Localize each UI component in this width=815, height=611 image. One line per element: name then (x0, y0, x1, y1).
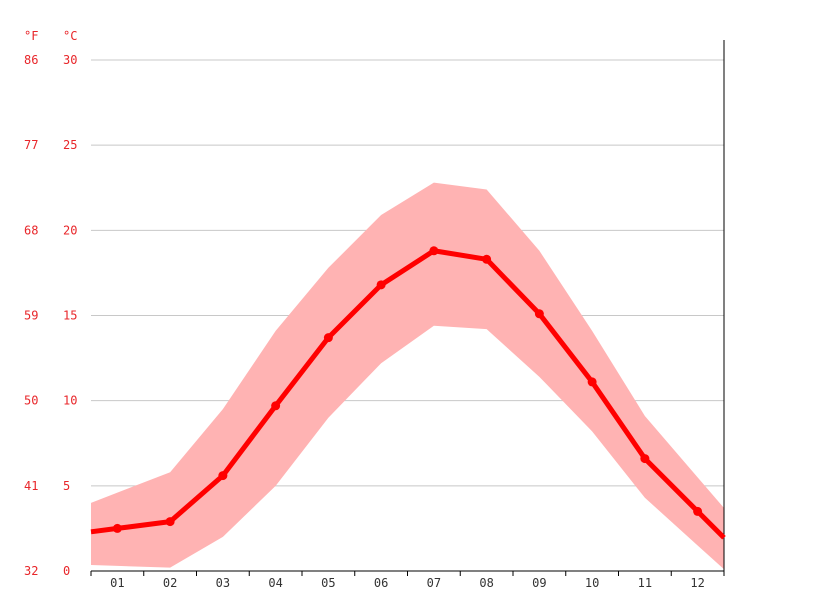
y-tick-celsius-25: 25 (63, 138, 77, 152)
celsius-unit-label: °C (63, 29, 77, 43)
data-point-02 (165, 517, 175, 527)
data-point-01 (112, 523, 122, 533)
axis-labels: °F °C 0 32 5 41 10 50 15 59 20 68 25 77 30 86 01 02 03 04… (24, 29, 705, 590)
y-tick-celsius-30: 30 (63, 53, 77, 67)
y-tick-fahrenheit-77: 77 (24, 138, 38, 152)
data-point-06 (376, 280, 386, 290)
data-point-08 (482, 254, 492, 264)
x-tick-label-12: 12 (690, 576, 704, 590)
fahrenheit-unit-label: °F (24, 29, 38, 43)
x-tick-label-09: 09 (532, 576, 546, 590)
x-tick-label-01: 01 (110, 576, 124, 590)
y-tick-fahrenheit-68: 68 (24, 223, 38, 237)
data-point-10 (587, 377, 597, 387)
x-tick-label-07: 07 (427, 576, 441, 590)
y-tick-fahrenheit-59: 59 (24, 309, 38, 323)
x-tick-label-11: 11 (638, 576, 652, 590)
y-tick-celsius-0: 0 (63, 564, 70, 578)
data-point-04 (271, 401, 281, 411)
data-point-09 (534, 309, 544, 319)
y-tick-celsius-5: 5 (63, 479, 70, 493)
data-point-11 (640, 454, 650, 464)
y-tick-celsius-15: 15 (63, 309, 77, 323)
y-tick-celsius-10: 10 (63, 394, 77, 408)
x-tick-label-04: 04 (268, 576, 282, 590)
x-tick-label-02: 02 (163, 576, 177, 590)
average-line-path (90, 248, 726, 540)
temperature-range-band (91, 182, 724, 570)
data-point-12 (693, 506, 703, 516)
y-tick-fahrenheit-41: 41 (24, 479, 38, 493)
x-tick-label-10: 10 (585, 576, 599, 590)
y-tick-fahrenheit-32: 32 (24, 564, 38, 578)
data-point-07 (429, 246, 439, 256)
x-tick-label-06: 06 (374, 576, 388, 590)
axes (90, 40, 725, 576)
data-point-03 (218, 471, 228, 481)
y-tick-celsius-20: 20 (63, 223, 77, 237)
x-tick-label-05: 05 (321, 576, 335, 590)
average-temperature-line (90, 246, 726, 540)
range-band-polygon (91, 182, 724, 570)
x-tick-label-08: 08 (479, 576, 493, 590)
x-tick-label-03: 03 (216, 576, 230, 590)
data-point-05 (323, 333, 333, 343)
y-tick-fahrenheit-86: 86 (24, 53, 38, 67)
y-tick-fahrenheit-50: 50 (24, 394, 38, 408)
